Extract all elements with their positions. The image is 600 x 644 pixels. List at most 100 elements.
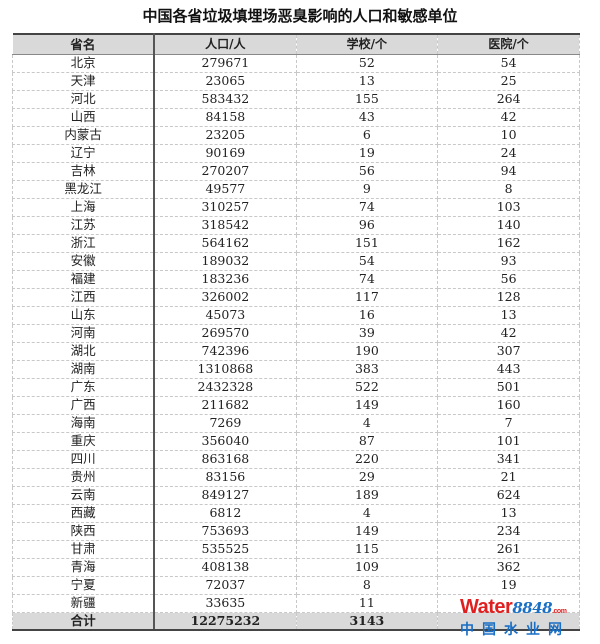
cell-population: 326002 [154,288,297,307]
total-cell-province: 合计 [12,612,156,631]
cell-hospitals: 261 [437,540,580,559]
table-row: 山西 84158 43 42 [12,108,580,127]
table-row: 重庆 356040 87 101 [12,432,580,451]
watermark-word: Water [460,596,513,618]
table-row: 陕西 753693 149 234 [12,522,580,541]
cell-schools: 4 [296,414,439,433]
cell-province: 山东 [12,306,156,325]
cell-hospitals: 21 [437,468,580,487]
table-row: 河南 269570 39 42 [12,324,580,343]
cell-population: 279671 [154,54,297,73]
cell-schools: 43 [296,108,439,127]
cell-schools: 16 [296,306,439,325]
cell-population: 90169 [154,144,297,163]
total-cell-hospitals [437,612,580,631]
cell-hospitals: 128 [437,288,580,307]
table-row: 上海 310257 74 103 [12,198,580,217]
cell-hospitals: 624 [437,486,580,505]
cell-population: 45073 [154,306,297,325]
cell-hospitals: 56 [437,270,580,289]
cell-hospitals: 42 [437,108,580,127]
cell-hospitals: 264 [437,90,580,109]
header-schools: 学校/个 [296,33,439,55]
total-cell-population: 12275232 [154,612,297,631]
cell-schools: 149 [296,396,439,415]
cell-schools: 383 [296,360,439,379]
table-row: 宁夏 72037 8 19 [12,576,580,595]
cell-hospitals: 94 [437,162,580,181]
table-row: 新疆 33635 11 [12,594,580,613]
cell-schools: 522 [296,378,439,397]
cell-schools: 115 [296,540,439,559]
cell-population: 7269 [154,414,297,433]
cell-province: 贵州 [12,468,156,487]
table-row: 安徽 189032 54 93 [12,252,580,271]
cell-schools: 190 [296,342,439,361]
cell-schools: 8 [296,576,439,595]
cell-province: 江苏 [12,216,156,235]
table-row: 贵州 83156 29 21 [12,468,580,487]
watermark-domain: .com [552,608,567,615]
table-row: 江苏 318542 96 140 [12,216,580,235]
cell-province: 上海 [12,198,156,217]
cell-schools: 52 [296,54,439,73]
watermark-number: 8848 [512,599,553,617]
cell-hospitals: 443 [437,360,580,379]
cell-population: 583432 [154,90,297,109]
watermark-cn: 中国水业网 [460,621,570,637]
table-row: 辽宁 90169 19 24 [12,144,580,163]
header-hospitals: 医院/个 [437,33,580,55]
cell-population: 356040 [154,432,297,451]
cell-hospitals: 8 [437,180,580,199]
cell-schools: 96 [296,216,439,235]
cell-hospitals: 362 [437,558,580,577]
cell-schools: 54 [296,252,439,271]
cell-province: 甘肃 [12,540,156,559]
cell-schools: 149 [296,522,439,541]
cell-province: 新疆 [12,594,156,613]
table-row: 西藏 6812 4 13 [12,504,580,523]
table-row: 福建 183236 74 56 [12,270,580,289]
cell-province: 重庆 [12,432,156,451]
cell-population: 23205 [154,126,297,145]
cell-population: 83156 [154,468,297,487]
cell-province: 黑龙江 [12,180,156,199]
table-title: 中国各省垃圾填埋场恶臭影响的人口和敏感单位 [142,7,458,25]
cell-province: 浙江 [12,234,156,253]
cell-population: 2432328 [154,378,297,397]
cell-schools: 87 [296,432,439,451]
cell-province: 安徽 [12,252,156,271]
cell-province: 天津 [12,72,156,91]
cell-province: 广西 [12,396,156,415]
cell-population: 6812 [154,504,297,523]
watermark-en: Water8848.com [460,596,580,621]
table-row: 北京 279671 52 54 [12,54,580,73]
cell-hospitals: 25 [437,72,580,91]
cell-province: 福建 [12,270,156,289]
table-row: 江西 326002 117 128 [12,288,580,307]
cell-hospitals: 93 [437,252,580,271]
table-row: 青海 408138 109 362 [12,558,580,577]
cell-province: 辽宁 [12,144,156,163]
total-cell-schools: 3143 [296,612,439,631]
cell-population: 72037 [154,576,297,595]
table-row: 吉林 270207 56 94 [12,162,580,181]
cell-schools: 13 [296,72,439,91]
cell-schools: 155 [296,90,439,109]
cell-schools: 220 [296,450,439,469]
table-row: 山东 45073 16 13 [12,306,580,325]
cell-schools: 9 [296,180,439,199]
cell-province: 西藏 [12,504,156,523]
cell-province: 云南 [12,486,156,505]
cell-province: 湖南 [12,360,156,379]
cell-schools: 117 [296,288,439,307]
cell-hospitals: 19 [437,576,580,595]
cell-province: 河南 [12,324,156,343]
cell-population: 23065 [154,72,297,91]
cell-schools: 39 [296,324,439,343]
cell-hospitals: 103 [437,198,580,217]
cell-schools: 19 [296,144,439,163]
table-row: 湖南 1310868 383 443 [12,360,580,379]
table-row: 黑龙江 49577 9 8 [12,180,580,199]
cell-population: 270207 [154,162,297,181]
